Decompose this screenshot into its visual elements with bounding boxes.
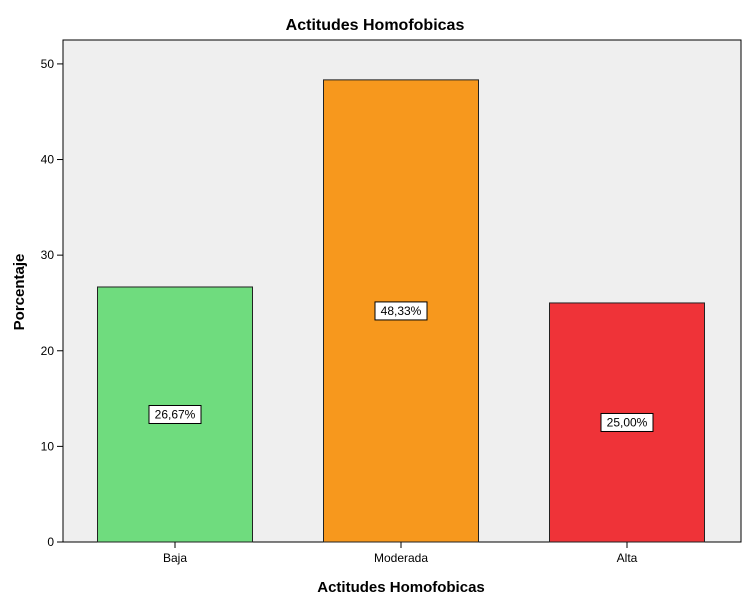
y-tick-label: 0 [47, 535, 54, 549]
data-label: 26,67% [155, 407, 196, 421]
data-labels-group: 26,67% 48,33% 25,00% [148, 301, 654, 432]
y-tick-label: 30 [41, 248, 55, 262]
data-label-box [148, 404, 202, 424]
y-axis: 0 10 20 30 40 50 [41, 57, 63, 549]
x-tick-label: Alta [617, 551, 638, 565]
y-tick-label: 50 [41, 57, 55, 71]
chart-title: Actitudes Homofobicas [286, 17, 465, 34]
y-tick-label: 20 [41, 344, 55, 358]
x-axis: Baja Moderada Alta [163, 542, 638, 565]
data-label: 48,33% [381, 304, 422, 318]
x-tick-label: Moderada [374, 551, 428, 565]
x-axis-title: Actitudes Homofobicas [317, 579, 485, 595]
data-label-box [600, 412, 654, 432]
y-tick-label: 40 [41, 153, 55, 167]
data-label-box [374, 301, 428, 321]
y-tick-label: 10 [41, 439, 55, 453]
x-tick-label: Baja [163, 551, 187, 565]
y-axis-title: Porcentaje [11, 254, 28, 331]
data-label: 25,00% [607, 415, 648, 429]
